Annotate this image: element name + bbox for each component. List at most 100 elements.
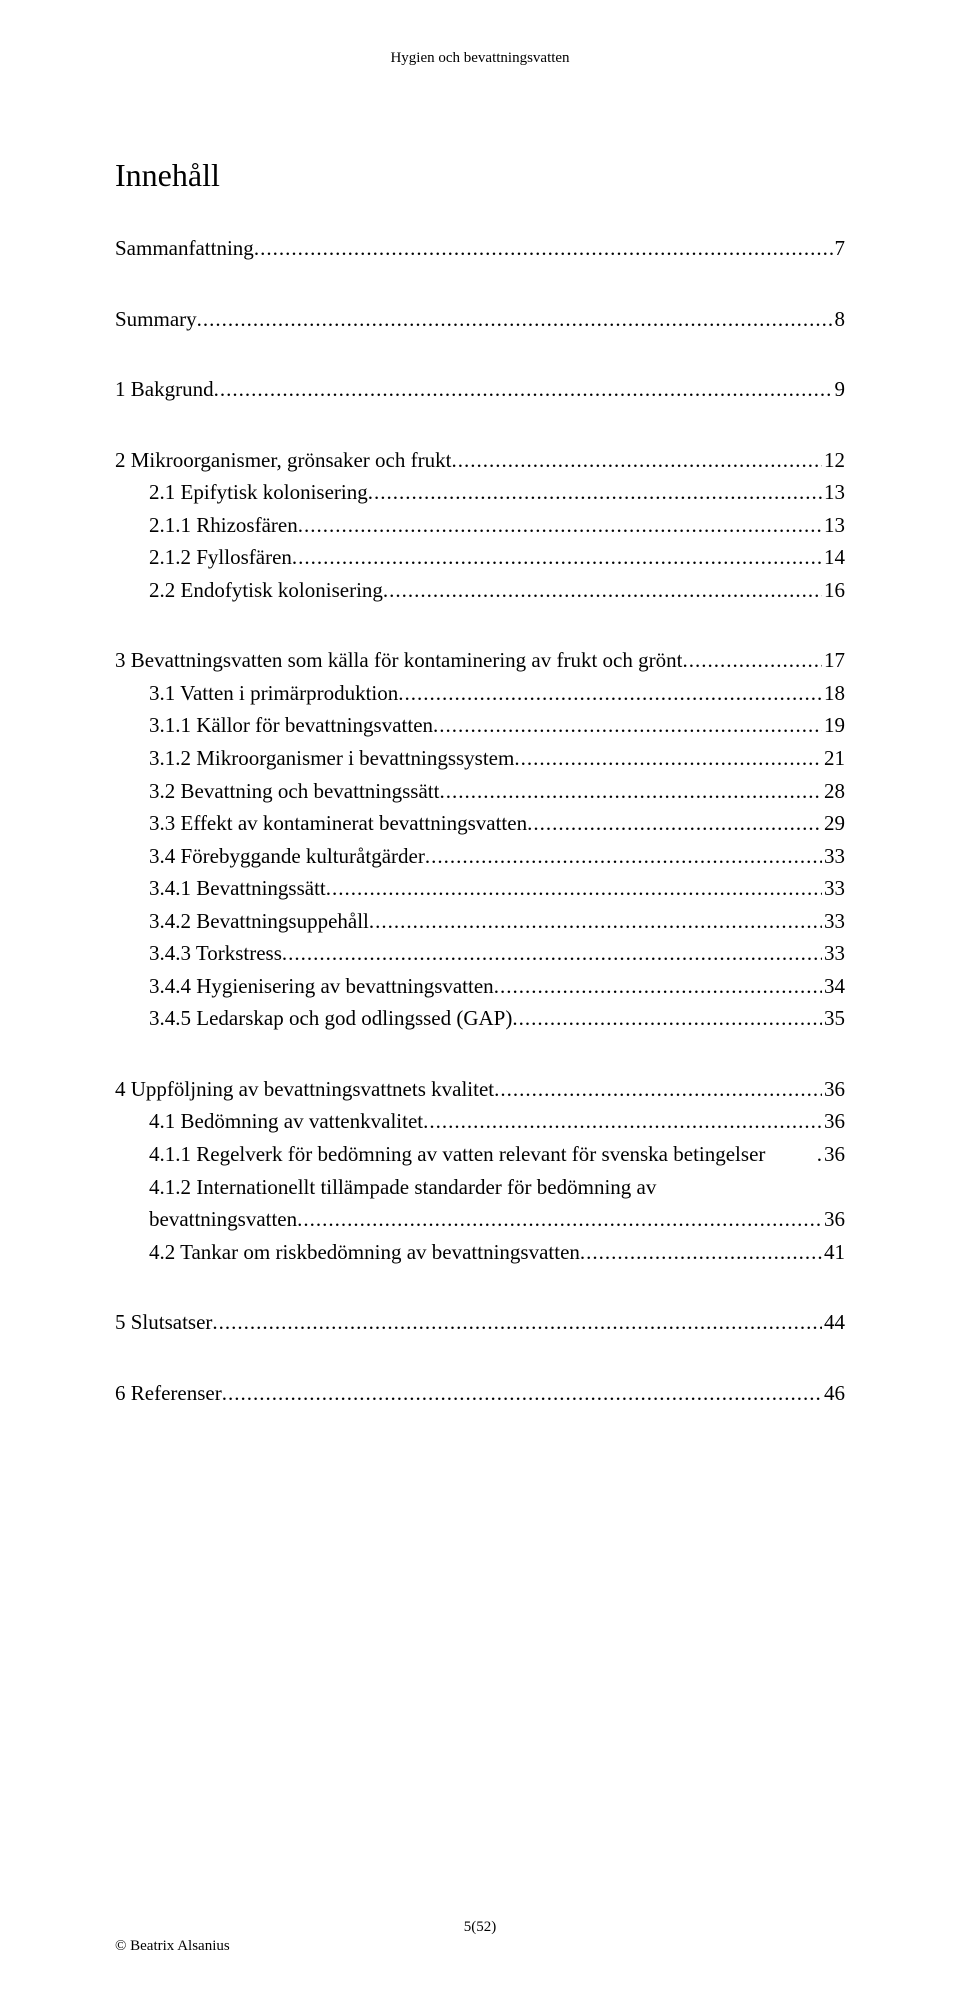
toc-entry: 4 Uppföljning av bevattningsvattnets kva… [115,1073,845,1106]
toc-entry: 2.1.2 Fyllosfären14 [115,541,845,574]
toc-entry-page: 33 [822,872,845,905]
toc-entry: 5 Slutsatser 44 [115,1306,845,1339]
toc-entry-label: 3.3 Effekt av kontaminerat bevattningsva… [149,807,527,840]
toc-leader [682,644,822,677]
toc-entry: 2.2 Endofytisk kolonisering16 [115,574,845,607]
toc-entry-page: 34 [822,970,845,1003]
toc-entry: 4.1 Bedömning av vattenkvalitet36 [115,1105,845,1138]
toc-entry-page: 33 [822,937,845,970]
toc-entry-label: 4.2 Tankar om riskbedömning av bevattnin… [149,1236,580,1269]
toc-entry-label: 2 Mikroorganismer, grönsaker och frukt [115,444,451,477]
toc-entry-page: 12 [822,444,845,477]
toc-entry-page: 13 [822,476,845,509]
toc-entry: 3.4.5 Ledarskap och god odlingssed (GAP)… [115,1002,845,1035]
toc-entry: 3.1.2 Mikroorganismer i bevattningssyste… [115,742,845,775]
toc-leader [494,1073,822,1106]
toc-leader [214,373,833,406]
toc-entry-label: 4.1.1 Regelverk för bedömning av vatten … [149,1138,817,1171]
toc-entry-label: bevattningsvatten [149,1203,297,1236]
toc-entry-label: Summary [115,303,197,336]
toc-entry: 6 Referenser 46 [115,1377,845,1410]
toc-entry-label: 3.4.2 Bevattningsuppehåll [149,905,369,938]
table-of-contents: Sammanfattning7 Summary 8 1 Bakgrund 9 2 Mikr… [115,232,845,1409]
toc-entry-page: 7 [833,232,846,265]
toc-entry: 3.1.1 Källor för bevattningsvatten 19 [115,709,845,742]
toc-leader [197,303,833,336]
toc-leader [439,775,822,808]
toc-leader [398,677,822,710]
copyright-line: © Beatrix Alsanius [115,1938,845,1955]
toc-entry: 3.2 Bevattning och bevattningssätt28 [115,775,845,808]
toc-entry-page: 28 [822,775,845,808]
toc-entry-page: 14 [822,541,845,574]
page-title: Innehåll [115,157,845,194]
toc-entry-page: 36 [822,1138,845,1171]
toc-entry: 3.4.2 Bevattningsuppehåll 33 [115,905,845,938]
toc-entry-page: 9 [833,373,846,406]
document-page: Hygien och bevattningsvatten Innehåll Sa… [0,0,960,2005]
toc-leader [451,444,822,477]
toc-leader [425,840,822,873]
toc-entry-page: 36 [822,1203,845,1236]
toc-entry-page: 13 [822,509,845,542]
toc-entry-label: 4.1 Bedömning av vattenkvalitet [149,1105,423,1138]
toc-entry-page: 19 [822,709,845,742]
toc-entry-page: 41 [822,1236,845,1269]
toc-block: 5 Slutsatser 44 [115,1306,845,1339]
running-header-text: Hygien och bevattningsvatten [390,50,569,66]
toc-leader [514,742,822,775]
toc-leader [222,1377,822,1410]
toc-entry: 2.1 Epifytisk kolonisering 13 [115,476,845,509]
toc-leader [369,905,822,938]
toc-entry: 3 Bevattningsvatten som källa för kontam… [115,644,845,677]
toc-leader [494,970,822,1003]
toc-entry-page: 16 [822,574,845,607]
toc-entry: 3.4.1 Bevattningssätt 33 [115,872,845,905]
toc-entry-page: 44 [822,1306,845,1339]
toc-entry-page: 33 [822,840,845,873]
toc-entry-page: 35 [822,1002,845,1035]
toc-leader [512,1002,822,1035]
toc-leader [292,541,822,574]
toc-leader [254,232,833,265]
toc-entry: 3.4.4 Hygienisering av bevattningsvatten… [115,970,845,1003]
toc-entry-label: 5 Slutsatser [115,1306,212,1339]
toc-block: Summary 8 [115,303,845,336]
toc-entry-label: 3.1 Vatten i primärproduktion [149,677,398,710]
toc-entry: 3.3 Effekt av kontaminerat bevattningsva… [115,807,845,840]
toc-entry-label: 3.4.1 Bevattningssätt [149,872,326,905]
toc-entry: 3.4.3 Torkstress33 [115,937,845,970]
toc-leader [383,574,822,607]
toc-block: Sammanfattning7 [115,232,845,265]
toc-leader [580,1236,822,1269]
toc-entry: 4.1.1 Regelverk för bedömning av vatten … [115,1138,845,1171]
toc-entry-wrap: 4.1.2 Internationellt tillämpade standar… [115,1171,845,1204]
toc-entry-label: 3 Bevattningsvatten som källa för kontam… [115,644,682,677]
toc-entry-label: 3.1.1 Källor för bevattningsvatten [149,709,433,742]
toc-leader [326,872,822,905]
toc-entry-label: 1 Bakgrund [115,373,214,406]
toc-entry-label: 2.1 Epifytisk kolonisering [149,476,368,509]
page-number: 5(52) [115,1919,845,1936]
toc-entry: 1 Bakgrund 9 [115,373,845,406]
toc-block: 4 Uppföljning av bevattningsvattnets kva… [115,1073,845,1268]
toc-leader [298,509,822,542]
toc-entry: 4.2 Tankar om riskbedömning av bevattnin… [115,1236,845,1269]
toc-entry-label: 3.1.2 Mikroorganismer i bevattningssyste… [149,742,514,775]
toc-entry-page: 33 [822,905,845,938]
toc-leader [433,709,822,742]
toc-leader [282,937,822,970]
toc-block: 6 Referenser 46 [115,1377,845,1410]
running-header: Hygien och bevattningsvatten [115,50,845,67]
toc-entry-page: 21 [822,742,845,775]
toc-entry-label: 6 Referenser [115,1377,222,1410]
toc-entry-page: 8 [833,303,846,336]
toc-entry-label: 2.1.1 Rhizosfären [149,509,298,542]
toc-leader [212,1306,822,1339]
toc-entry-page: 46 [822,1377,845,1410]
toc-entry: bevattningsvatten 36 [115,1203,845,1236]
toc-entry: Sammanfattning7 [115,232,845,265]
toc-entry: Summary 8 [115,303,845,336]
toc-leader [368,476,822,509]
toc-block: 3 Bevattningsvatten som källa för kontam… [115,644,845,1035]
